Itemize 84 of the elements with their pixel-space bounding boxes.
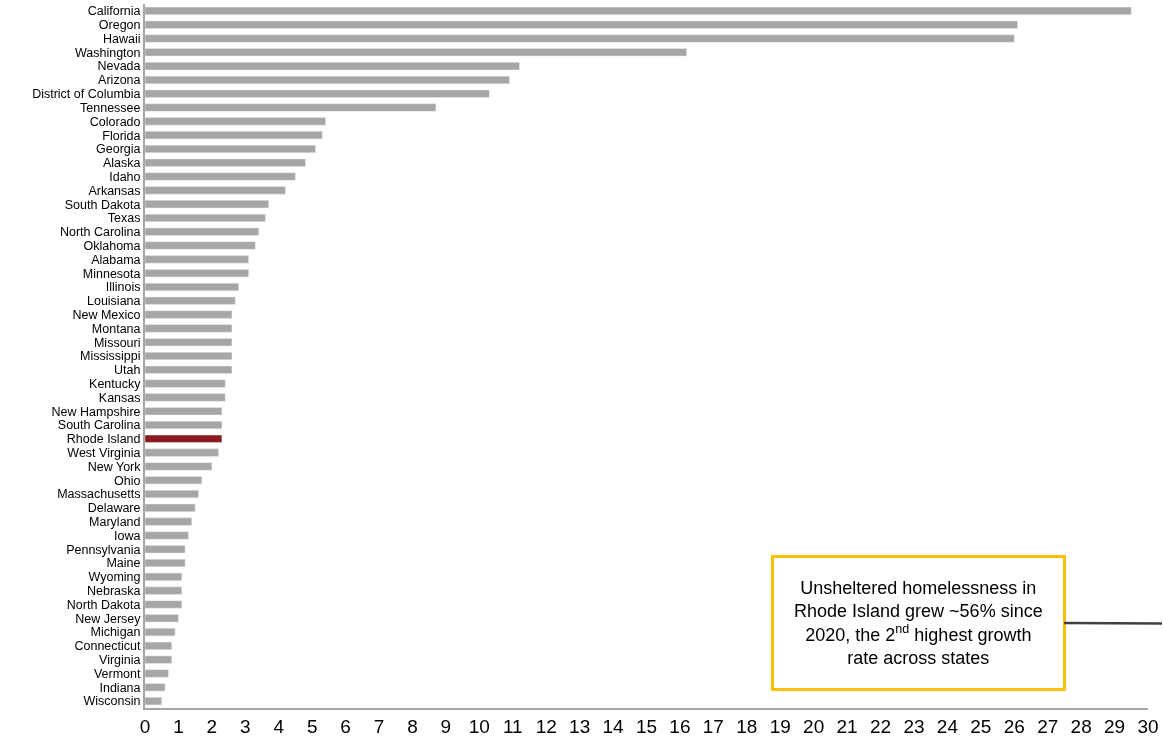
y-tick-label: New York (87, 459, 142, 474)
y-tick-label: New Jersey (75, 611, 142, 626)
x-tick-label: 30 (1137, 715, 1159, 737)
x-tick-label: 22 (869, 715, 892, 737)
x-tick-label: 16 (669, 715, 691, 737)
y-tick-label: North Dakota (66, 597, 141, 612)
x-tick-label: 7 (373, 715, 385, 737)
x-tick-label: 24 (936, 715, 959, 737)
y-tick-label: Colorado (89, 114, 141, 129)
y-tick-label: Utah (114, 363, 141, 378)
y-tick-label: Maryland (89, 515, 141, 530)
x-tick-label: 14 (602, 715, 625, 737)
y-tick-label: Montana (91, 321, 141, 336)
x-tick-label: 27 (1037, 715, 1059, 737)
x-tick-label: 26 (1003, 715, 1025, 737)
y-tick-label: Idaho (109, 169, 141, 184)
y-tick-label: Michigan (90, 625, 141, 640)
y-tick-label: Missouri (93, 335, 141, 350)
x-tick-label: 4 (273, 715, 285, 737)
x-tick-label: 0 (139, 715, 151, 737)
y-tick-label: New Mexico (72, 307, 141, 322)
bar (145, 434, 223, 443)
x-tick-label: 23 (903, 715, 925, 737)
y-tick-label: Pennsylvania (66, 542, 141, 557)
y-tick-label: Massachusetts (57, 487, 141, 502)
y-tick-label: District of Columbia (32, 87, 141, 102)
x-tick-label: 3 (240, 715, 251, 737)
y-tick-label: Ohio (114, 473, 141, 488)
y-tick-label: Georgia (96, 142, 141, 157)
x-tick-label: 13 (569, 715, 591, 737)
x-tick-label: 29 (1104, 715, 1126, 737)
y-tick-label: Louisiana (86, 294, 141, 309)
y-tick-label: Texas (107, 211, 141, 226)
y-tick-label: Iowa (114, 528, 141, 543)
annotation: Unsheltered homelessness in Rhode Island grew ~56% since 2020, the 2$^{nd}$ highest growth rate across states (794, 578, 1043, 669)
y-tick-label: Washington (74, 45, 141, 60)
x-tick-label: 10 (468, 715, 490, 737)
y-tick-label: Virginia (99, 653, 141, 668)
y-tick-label: Minnesota (82, 266, 141, 281)
y-tick-label: Arizona (98, 73, 141, 88)
y-tick-label: Oklahoma (83, 238, 141, 253)
y-tick-label: Wyoming (88, 570, 141, 585)
y-tick-label: Tennessee (80, 100, 141, 115)
y-tick-label: New Hampshire (51, 404, 141, 419)
y-tick-label: Maine (106, 556, 141, 571)
y-tick-label: Wisconsin (83, 694, 141, 709)
y-tick-label: South Dakota (64, 197, 141, 212)
y-tick-label: North Carolina (59, 225, 141, 240)
y-tick-label: Illinois (105, 280, 141, 295)
x-tick-label: 8 (407, 715, 418, 737)
x-tick-label: 6 (340, 715, 351, 737)
y-tick-label: Mississippi (80, 349, 141, 364)
x-tick-label: 9 (440, 715, 452, 737)
x-tick-label: 1 (173, 715, 184, 737)
x-tick-label: 20 (803, 715, 825, 737)
x-tick-label: 12 (535, 715, 557, 737)
x-tick-label: 15 (635, 715, 658, 737)
y-tick-label: Kansas (98, 390, 141, 405)
y-tick-label: Arkansas (88, 183, 141, 198)
x-tick-label: 11 (502, 715, 523, 737)
y-tick-label: Florida (102, 128, 141, 143)
y-tick-label: Nebraska (87, 584, 141, 599)
x-tick-label: 21 (836, 715, 858, 737)
x-tick-label: 5 (306, 715, 318, 737)
y-tick-label: South Carolina (57, 418, 141, 433)
x-tick-label: 28 (1070, 715, 1092, 737)
y-tick-label: Nevada (97, 59, 141, 74)
y-tick-label: Delaware (87, 501, 141, 516)
x-tick-label: 19 (769, 715, 791, 737)
x-tick-label: 2 (206, 715, 218, 737)
y-tick-label: Alaska (102, 156, 141, 171)
y-tick-label: Hawaii (102, 31, 141, 46)
y-tick-label: Indiana (99, 680, 141, 695)
x-tick-label: 25 (970, 715, 992, 737)
x-tick-label: 17 (702, 715, 724, 737)
x-tick-label: 18 (736, 715, 758, 737)
y-tick-label: Alabama (91, 252, 141, 267)
y-tick-label: West Virginia (67, 446, 141, 461)
y-tick-label: Oregon (98, 18, 141, 33)
y-tick-label: Connecticut (74, 639, 142, 654)
y-tick-label: Vermont (93, 666, 142, 681)
y-tick-label: Rhode Island (66, 432, 141, 447)
y-tick-label: Kentucky (89, 376, 142, 391)
y-tick-label: California (87, 4, 141, 19)
